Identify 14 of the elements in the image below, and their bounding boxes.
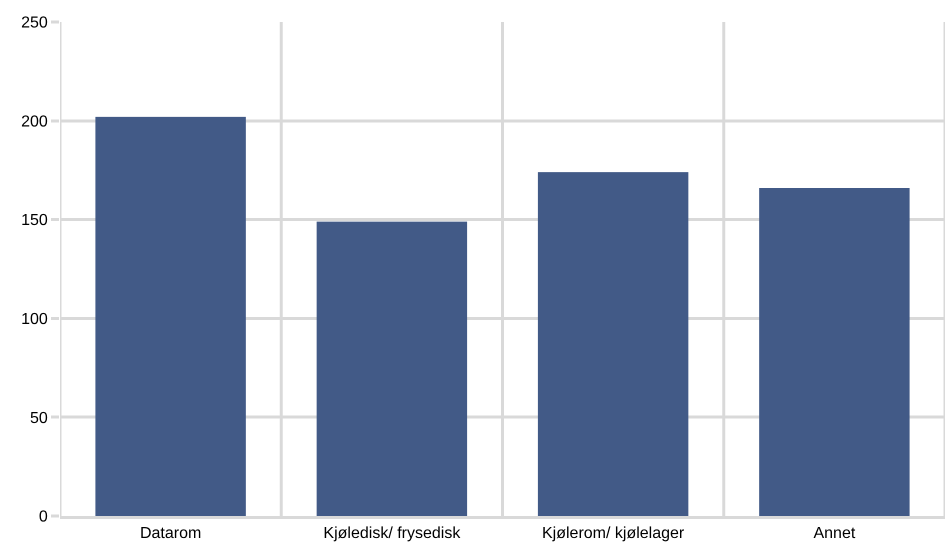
bar: [759, 188, 910, 516]
y-tick-label: 200: [21, 113, 48, 130]
bar: [95, 116, 246, 516]
x-tick-label: Datarom: [140, 525, 202, 542]
y-tick-label: 250: [21, 14, 48, 32]
y-tick-label: 50: [30, 410, 48, 427]
y-tick-label: 100: [21, 311, 48, 328]
x-tick-label: Kjøledisk/ frysedisk: [323, 525, 462, 542]
x-tick-label: Kjølerom/ kjølelager: [542, 525, 685, 542]
y-tick-label: 150: [21, 212, 48, 230]
y-tick-label: 0: [38, 508, 48, 526]
bar: [538, 172, 688, 516]
bar: [316, 222, 468, 516]
x-tick-label: Annet: [813, 525, 856, 542]
